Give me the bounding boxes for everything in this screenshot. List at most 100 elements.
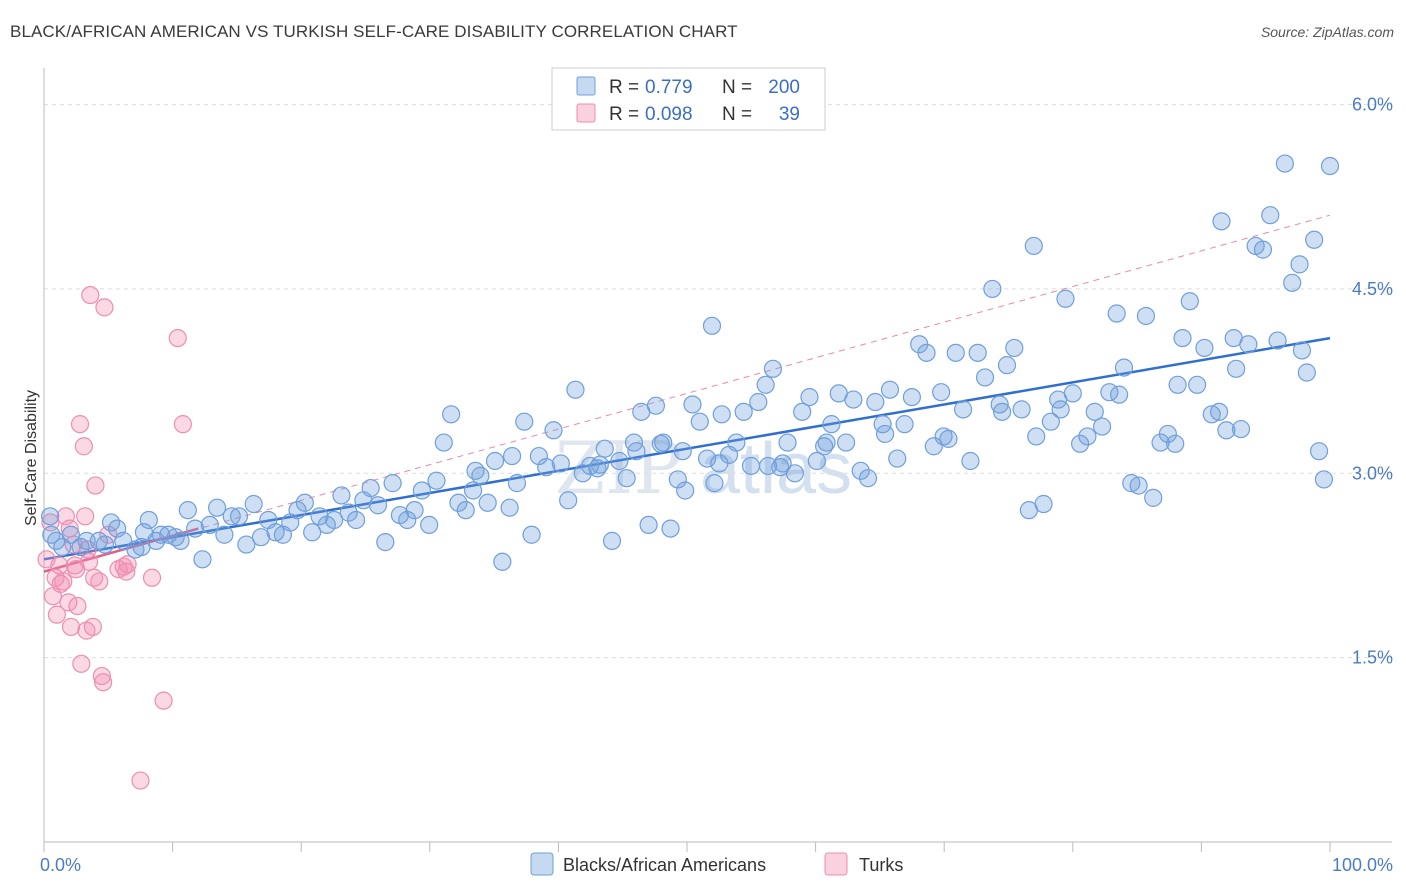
point-blacks-53 bbox=[412, 481, 431, 500]
point-blacks-195 bbox=[773, 454, 792, 473]
point-blacks-105 bbox=[793, 402, 812, 421]
point-blacks-75 bbox=[573, 464, 592, 483]
point-blacks-117 bbox=[880, 380, 900, 399]
y-tick-label-0: 1.5% bbox=[1352, 648, 1393, 668]
point-blacks-194 bbox=[702, 316, 722, 335]
point-blacks-87 bbox=[661, 519, 680, 538]
x-tick-labels: 0.0% 100.0% bbox=[40, 855, 1393, 875]
legend-swatch-turks bbox=[576, 103, 596, 123]
axes bbox=[43, 68, 1392, 852]
y-tick-label-3: 6.0% bbox=[1352, 95, 1393, 115]
point-blacks-15 bbox=[139, 510, 158, 530]
point-blacks-166 bbox=[1239, 335, 1258, 354]
point-blacks-169 bbox=[1261, 206, 1280, 225]
point-blacks-151 bbox=[1129, 476, 1148, 495]
y-tick-labels: 1.5% 3.0% 4.5% 6.0% bbox=[1352, 95, 1393, 668]
point-blacks-93 bbox=[705, 474, 724, 493]
point-blacks-170 bbox=[1268, 331, 1287, 350]
point-blacks-88 bbox=[668, 470, 687, 489]
point-blacks-70 bbox=[537, 458, 556, 477]
point-blacks-20 bbox=[171, 531, 190, 550]
trend-blacks bbox=[43, 336, 1331, 561]
point-blacks-51 bbox=[398, 510, 417, 530]
point-blacks-23 bbox=[193, 550, 212, 569]
point-blacks-198 bbox=[502, 446, 522, 466]
point-blacks-69 bbox=[529, 446, 548, 466]
point-blacks-73 bbox=[559, 491, 578, 510]
point-blacks-149 bbox=[1114, 358, 1134, 377]
point-blacks-120 bbox=[902, 387, 921, 407]
point-turks-39 bbox=[173, 415, 192, 434]
point-blacks-181 bbox=[710, 454, 729, 473]
point-blacks-189 bbox=[1168, 375, 1187, 394]
point-blacks-56 bbox=[434, 433, 453, 452]
point-blacks-58 bbox=[449, 493, 468, 512]
point-blacks-152 bbox=[1136, 306, 1156, 326]
point-blacks-196 bbox=[673, 442, 692, 461]
y-axis-label-group: Self-Care Disability bbox=[23, 390, 40, 526]
point-blacks-127 bbox=[953, 400, 973, 419]
point-blacks-80 bbox=[610, 451, 629, 471]
point-blacks-79 bbox=[602, 531, 622, 550]
point-turks-35 bbox=[131, 771, 150, 790]
point-blacks-54 bbox=[420, 515, 439, 535]
y-axis-label: Self-Care Disability bbox=[23, 390, 40, 526]
legend-n-label-blacks: N = bbox=[722, 77, 752, 98]
point-turks-18 bbox=[74, 437, 93, 456]
point-turks-22 bbox=[79, 552, 99, 571]
point-blacks-1 bbox=[42, 525, 61, 544]
point-turks-16 bbox=[70, 415, 90, 434]
point-blacks-150 bbox=[1122, 474, 1141, 493]
legend-swatch-blacks bbox=[576, 76, 596, 96]
point-turks-9 bbox=[59, 593, 78, 612]
point-blacks-114 bbox=[858, 469, 878, 488]
point-blacks-178 bbox=[1320, 156, 1340, 176]
point-blacks-148 bbox=[1107, 304, 1126, 323]
point-blacks-24 bbox=[200, 515, 219, 535]
point-blacks-97 bbox=[734, 402, 753, 421]
point-blacks-179 bbox=[590, 455, 609, 474]
point-blacks-144 bbox=[1078, 427, 1097, 446]
point-blacks-185 bbox=[934, 427, 953, 446]
point-blacks-65 bbox=[500, 498, 519, 517]
point-blacks-81 bbox=[617, 469, 636, 488]
point-blacks-33 bbox=[266, 523, 285, 542]
y-tick-label-1: 3.0% bbox=[1352, 463, 1393, 483]
point-blacks-21 bbox=[178, 501, 197, 520]
legend-n-label-turks: N = bbox=[722, 104, 752, 125]
point-blacks-48 bbox=[376, 533, 395, 552]
y-tick-label-2: 4.5% bbox=[1352, 279, 1393, 299]
point-blacks-184 bbox=[875, 424, 895, 444]
point-turks-26 bbox=[86, 476, 105, 495]
point-blacks-131 bbox=[983, 279, 1002, 299]
point-blacks-135 bbox=[1012, 400, 1031, 419]
point-blacks-161 bbox=[1202, 405, 1221, 424]
point-blacks-153 bbox=[1144, 488, 1163, 507]
point-turks-34 bbox=[118, 555, 137, 574]
point-blacks-101 bbox=[763, 359, 783, 378]
point-blacks-47 bbox=[368, 496, 388, 515]
point-blacks-67 bbox=[515, 412, 534, 431]
point-blacks-182 bbox=[758, 456, 778, 476]
point-blacks-37 bbox=[295, 493, 314, 512]
point-blacks-103 bbox=[778, 433, 797, 452]
point-turks-19 bbox=[76, 507, 95, 526]
point-blacks-175 bbox=[1305, 230, 1324, 249]
point-blacks-159 bbox=[1188, 375, 1207, 394]
point-blacks-160 bbox=[1195, 338, 1214, 358]
point-blacks-174 bbox=[1297, 363, 1316, 382]
point-blacks-173 bbox=[1290, 255, 1309, 274]
point-blacks-193 bbox=[1024, 236, 1043, 256]
legend-top: R = 0.779 N = 200 R = 0.098 N = 39 bbox=[551, 67, 826, 131]
point-blacks-139 bbox=[1041, 412, 1060, 431]
point-blacks-96 bbox=[727, 433, 746, 452]
point-blacks-190 bbox=[1227, 359, 1246, 378]
point-blacks-168 bbox=[1253, 240, 1273, 259]
point-blacks-145 bbox=[1085, 402, 1104, 421]
trend-turks-extended bbox=[43, 214, 1331, 573]
source-credit: Source: ZipAtlas.com bbox=[1260, 24, 1394, 40]
point-blacks-49 bbox=[383, 474, 402, 493]
point-turks-40 bbox=[117, 562, 136, 581]
point-blacks-72 bbox=[551, 454, 570, 473]
